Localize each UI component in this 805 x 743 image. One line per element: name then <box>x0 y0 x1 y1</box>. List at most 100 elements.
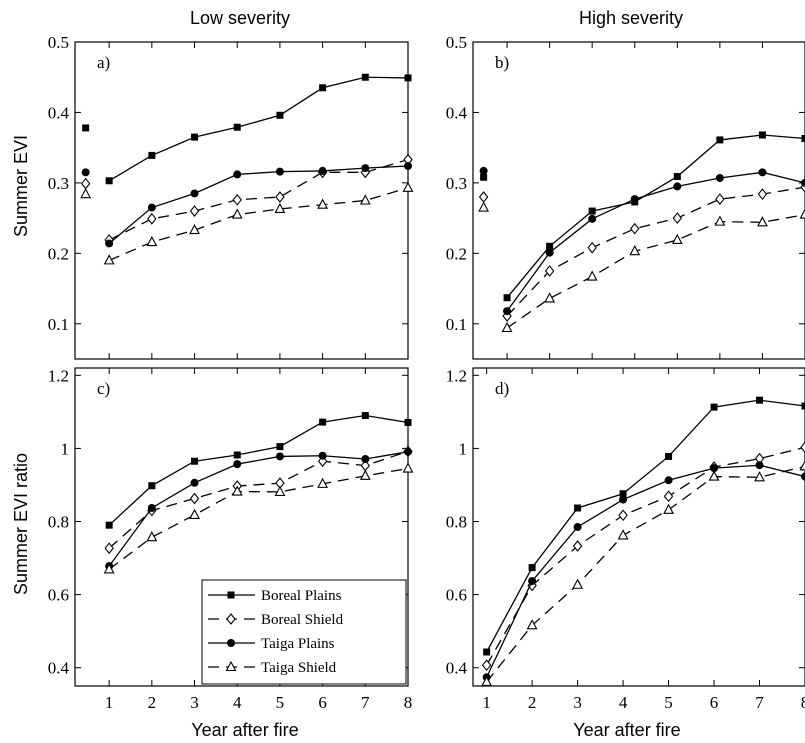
x-tick-label: 4 <box>233 693 242 712</box>
data-point <box>231 485 243 496</box>
y-tick-label: 0.8 <box>48 513 69 532</box>
data-point <box>528 564 536 572</box>
series-line <box>506 213 805 329</box>
series-boreal-plains <box>105 412 412 529</box>
y-tick-label: 0.4 <box>446 659 468 678</box>
y-tick-label: 0.4 <box>48 103 70 122</box>
prefire-point <box>478 201 490 212</box>
data-point <box>528 577 537 586</box>
data-point <box>317 477 329 488</box>
legend-marker <box>227 591 235 599</box>
prefire-point <box>80 177 91 190</box>
x-tick-label: 1 <box>105 693 114 712</box>
data-point <box>619 495 628 504</box>
x-tick-label: 2 <box>148 693 157 712</box>
panel-c-low-severity-evi-ratio: 0.40.60.811.21 2 3 4 5 6 7 8c)Boreal PlainsBore… <box>48 366 414 712</box>
data-point <box>147 212 157 225</box>
data-point <box>147 203 156 212</box>
series-line <box>108 76 409 182</box>
data-point <box>233 460 242 469</box>
panel-b-high-severity-evi: 0.1 0.2 0.3 0.4 0.5 b) <box>446 33 805 360</box>
data-point <box>756 396 764 404</box>
x-tick-label: 5 <box>664 693 673 712</box>
data-point <box>526 619 538 630</box>
y-tick-label: 0.4 <box>446 103 468 122</box>
data-point <box>105 177 113 185</box>
y-tick-label: 1.2 <box>446 366 467 385</box>
data-point <box>275 452 284 461</box>
data-point <box>319 84 327 92</box>
x-tick-label: 6 <box>710 693 719 712</box>
data-point <box>546 242 554 250</box>
x-tick-label: 4 <box>619 693 628 712</box>
column-title-low-severity: Low severity <box>190 8 290 28</box>
series-line <box>506 134 805 299</box>
data-point <box>758 168 767 177</box>
data-point <box>663 503 674 514</box>
data-point <box>503 294 511 302</box>
data-point <box>148 151 156 159</box>
y-tick-label: 1 <box>61 439 70 458</box>
data-point <box>799 460 805 471</box>
data-point <box>481 659 492 672</box>
y-tick-label: 1 <box>459 439 468 458</box>
data-point <box>189 205 200 217</box>
data-point <box>233 170 242 179</box>
series-line <box>108 467 409 570</box>
data-point <box>233 451 241 459</box>
data-point <box>714 215 726 226</box>
data-point <box>800 441 805 454</box>
data-point <box>361 455 370 464</box>
legend-label: Taiga Plains <box>261 636 335 652</box>
series-line <box>108 187 409 261</box>
plot-area <box>80 73 414 265</box>
data-point <box>572 540 583 552</box>
data-point <box>673 173 681 181</box>
plot-frame <box>74 41 409 360</box>
data-point <box>189 492 200 505</box>
x-tick-label: 1 <box>482 693 491 712</box>
data-point <box>715 193 725 205</box>
data-point <box>103 254 115 265</box>
y-tick-label: 0.4 <box>48 659 70 678</box>
data-point <box>630 195 639 204</box>
data-point <box>629 245 641 256</box>
plot-frame <box>472 41 805 360</box>
data-point <box>481 675 493 687</box>
data-point <box>275 167 284 176</box>
data-point <box>588 207 596 215</box>
data-point <box>359 469 371 480</box>
data-point <box>147 503 156 512</box>
x-tick-label: 3 <box>573 693 582 712</box>
prefire-point <box>480 173 488 181</box>
data-point <box>146 235 158 247</box>
data-point <box>663 490 674 503</box>
data-point <box>588 214 597 223</box>
data-point <box>402 462 414 473</box>
data-point <box>276 443 284 451</box>
y-tick-label: 0.6 <box>446 586 467 605</box>
series-boreal-shield <box>481 441 805 672</box>
data-point <box>501 321 513 333</box>
data-point <box>104 542 114 555</box>
data-point <box>708 470 720 481</box>
series-boreal-plains <box>480 131 805 302</box>
data-point <box>664 476 673 485</box>
data-point <box>105 521 113 529</box>
x-tick-label: 3 <box>190 693 199 712</box>
data-point <box>404 161 412 170</box>
data-point <box>757 216 768 227</box>
y-tick-label: 0.5 <box>48 33 69 52</box>
ylabel-summer-evi-ratio: Summer EVI ratio <box>11 453 31 595</box>
series-line <box>108 414 409 526</box>
y-tick-label: 0.6 <box>48 586 69 605</box>
data-point <box>402 181 414 192</box>
prefire-point <box>81 168 90 177</box>
xlabel-right: Year after fire <box>573 720 680 740</box>
data-point <box>189 508 200 519</box>
data-point <box>801 472 805 481</box>
data-point <box>189 223 200 235</box>
data-point <box>361 412 369 420</box>
prefire-point <box>479 166 488 175</box>
